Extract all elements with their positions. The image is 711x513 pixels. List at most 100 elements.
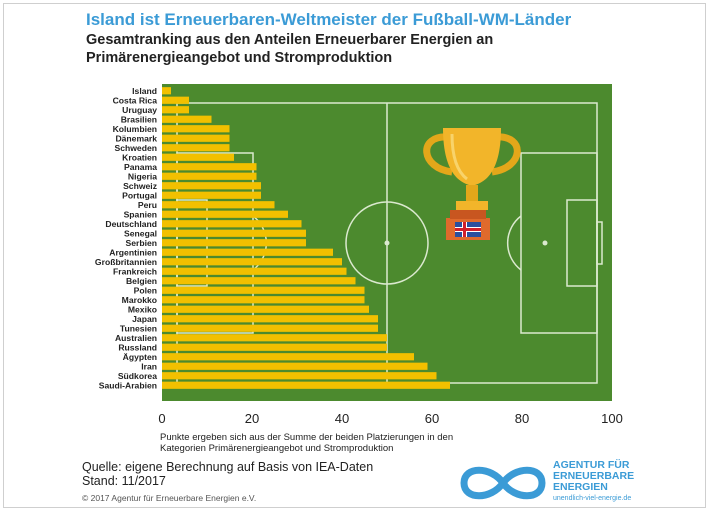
status-date: Stand: 11/2017: [82, 474, 166, 488]
trophy-handle-left: [423, 133, 453, 176]
logo-wordmark: AGENTUR FÜR ERNEUERBARE ENERGIEN: [553, 460, 634, 493]
category-label-16: Serbien: [125, 238, 157, 248]
bars-group: [162, 87, 450, 389]
bar-9: [162, 172, 257, 180]
category-label-18: Großbritannien: [95, 257, 157, 267]
category-label-20: Belgien: [126, 276, 157, 286]
bar-12: [162, 201, 275, 209]
source-block: Quelle: eigene Berechnung auf Basis von …: [82, 460, 373, 488]
trophy-handle-right: [491, 133, 521, 176]
category-label-14: Deutschland: [105, 219, 157, 229]
category-label-4: Kolumbien: [113, 124, 157, 134]
chart-title: Island ist Erneuerbaren-Weltmeister der …: [86, 10, 572, 29]
x-tick-label-0: 0: [158, 411, 165, 426]
logo-url: unendlich-viel-energie.de: [553, 495, 632, 502]
bar-8: [162, 163, 257, 171]
bar-3: [162, 115, 212, 123]
aee-logo: AGENTUR FÜR ERNEUERBARE ENERGIEN unendli…: [458, 458, 658, 508]
bar-17: [162, 248, 333, 256]
chart-note: Punkte ergeben sich aus der Summe der be…: [160, 432, 500, 454]
category-label-29: Iran: [141, 361, 157, 371]
category-label-9: Nigeria: [128, 171, 157, 181]
category-label-5: Dänemark: [115, 133, 157, 143]
category-label-25: Tunesien: [120, 323, 157, 333]
trophy-plinth-top: [450, 210, 486, 219]
logo-line-1: AGENTUR FÜR: [553, 459, 630, 471]
bar-14: [162, 220, 302, 228]
category-label-17: Argentinien: [109, 247, 157, 257]
bar-28: [162, 353, 414, 361]
bar-20: [162, 277, 356, 285]
bar-11: [162, 191, 261, 199]
bar-0: [162, 87, 171, 95]
category-label-27: Russland: [118, 342, 157, 352]
subtitle-line-1: Gesamtranking aus den Anteilen Erneuerba…: [86, 32, 494, 48]
category-label-0: Island: [132, 86, 157, 96]
trophy-cup-shine: [450, 133, 468, 181]
note-line-1: Punkte ergeben sich aus der Summe der be…: [160, 432, 454, 443]
right-goal: [596, 221, 603, 265]
source-line: Quelle: eigene Berechnung auf Basis von …: [82, 460, 374, 474]
logo-line-2: ERNEUERBARE: [553, 470, 635, 482]
category-label-12: Peru: [138, 200, 157, 210]
copyright: © 2017 Agentur für Erneuerbare Energien …: [82, 493, 257, 503]
bar-16: [162, 239, 306, 247]
subtitle-line-2: Primärenergieangebot und Stromproduktion: [86, 50, 393, 66]
category-label-6: Schweden: [114, 143, 157, 153]
category-label-13: Spanien: [124, 209, 157, 219]
right-penalty-arc: [506, 215, 522, 271]
bar-5: [162, 134, 230, 142]
x-tick-label-5: 100: [601, 411, 623, 426]
infinity-logo-icon: [460, 466, 546, 500]
bar-29: [162, 362, 428, 370]
category-label-24: Japan: [132, 314, 157, 324]
category-label-28: Ägypten: [123, 352, 157, 362]
bar-26: [162, 334, 387, 342]
center-circle: [345, 201, 429, 285]
bar-22: [162, 296, 365, 304]
category-label-22: Marokko: [122, 295, 157, 305]
trophy-base-top: [456, 201, 488, 210]
trophy-stem: [466, 185, 478, 201]
bar-24: [162, 315, 378, 323]
image-frame: [3, 3, 706, 508]
category-label-31: Saudi-Arabien: [99, 380, 157, 390]
chart-subtitle: Gesamtranking aus den Anteilen Erneuerba…: [86, 31, 493, 67]
right-penalty-spot: [542, 240, 548, 246]
category-label-15: Senegal: [124, 228, 157, 238]
category-label-2: Uruguay: [122, 105, 157, 115]
trophy-cup: [443, 128, 501, 185]
bar-30: [162, 372, 437, 380]
bar-31: [162, 381, 450, 389]
category-label-10: Schweiz: [123, 181, 157, 191]
bar-21: [162, 286, 365, 294]
bar-18: [162, 258, 342, 266]
category-label-30: Südkorea: [118, 371, 157, 381]
bar-19: [162, 267, 347, 275]
x-tick-label-2: 40: [335, 411, 349, 426]
bar-7: [162, 153, 234, 161]
category-label-11: Portugal: [122, 190, 157, 200]
x-tick-label-4: 80: [515, 411, 529, 426]
trophy-icon: [423, 128, 521, 240]
category-label-26: Australien: [115, 333, 157, 343]
bar-25: [162, 324, 378, 332]
bar-27: [162, 343, 387, 351]
bar-1: [162, 96, 189, 104]
x-tick-label-3: 60: [425, 411, 439, 426]
category-label-21: Polen: [134, 285, 157, 295]
bar-4: [162, 125, 230, 133]
category-label-19: Frankreich: [113, 266, 157, 276]
bar-10: [162, 182, 261, 190]
note-line-2: Kategorien Primärenergieangebot und Stro…: [160, 443, 394, 454]
category-label-3: Brasilien: [121, 114, 157, 124]
category-label-23: Mexiko: [128, 304, 157, 314]
category-label-8: Panama: [124, 162, 157, 172]
x-tick-label-1: 20: [245, 411, 259, 426]
bar-2: [162, 106, 189, 114]
bar-6: [162, 144, 230, 152]
category-label-7: Kroatien: [122, 152, 157, 162]
iceland-flag-icon: [455, 222, 481, 237]
